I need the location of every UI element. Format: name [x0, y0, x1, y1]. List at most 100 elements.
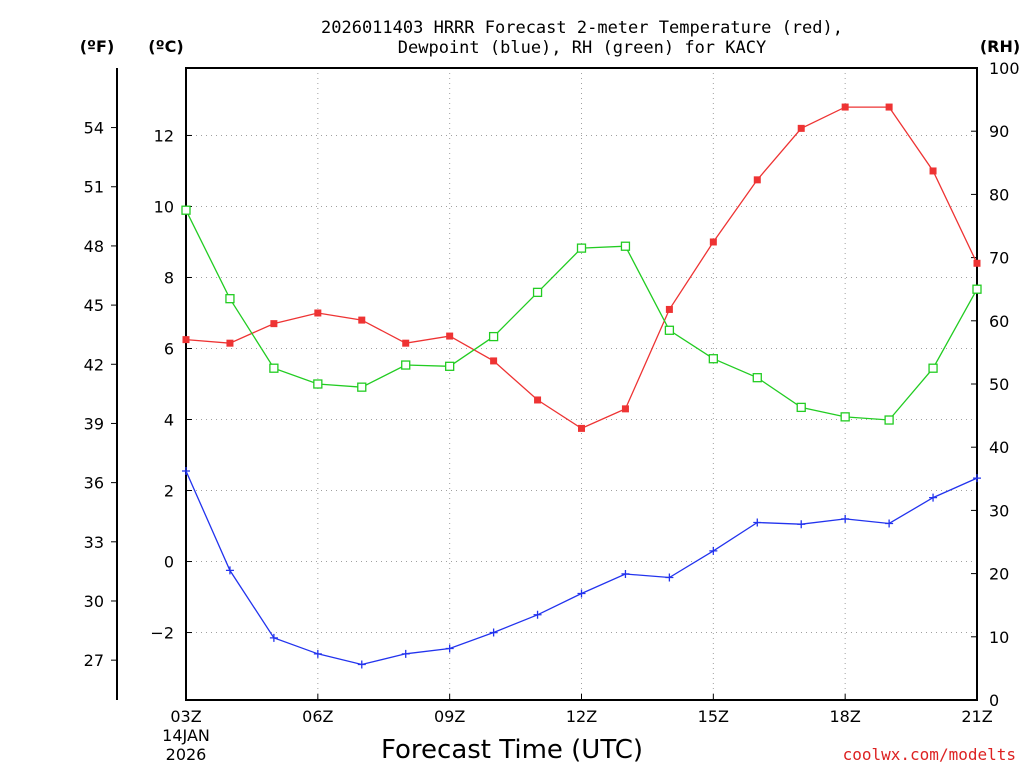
relative-humidity-point — [269, 363, 279, 373]
relative-humidity-point — [972, 284, 982, 294]
rh-tick-label: 10 — [989, 628, 1009, 647]
dewpoint-point — [577, 589, 586, 598]
relative-humidity-point — [181, 205, 191, 215]
temperature-point — [226, 339, 234, 347]
temperature-point — [358, 316, 366, 324]
dewpoint-point — [973, 474, 981, 483]
fahrenheit-tick-label: 48 — [84, 237, 104, 256]
tick-labels: 03Z 06Z 09Z 12Z 15Z 18Z 21Z121086420−254514845… — [84, 59, 1020, 726]
dewpoint-point — [665, 573, 674, 582]
celsius-tick-label: 12 — [154, 126, 174, 145]
dewpoint-point — [445, 644, 454, 653]
data-series — [181, 103, 982, 669]
dewpoint-point — [841, 514, 850, 523]
x-tick-label: 12Z — [566, 707, 597, 726]
dewpoint-point — [753, 518, 762, 527]
rh-tick-label: 20 — [989, 565, 1009, 584]
temperature-point — [534, 396, 542, 404]
dewpoint-point — [357, 660, 366, 669]
x-tick-label: 18Z — [830, 707, 861, 726]
relative-humidity-point — [664, 325, 675, 335]
credit-link[interactable]: coolwx.com/modelts — [843, 745, 1016, 764]
fahrenheit-tick-label: 51 — [84, 178, 104, 197]
fahrenheit-tick-label: 39 — [84, 414, 104, 433]
temperature-point — [621, 405, 629, 413]
temperature-point — [314, 309, 322, 317]
temperature-point — [709, 238, 717, 246]
dewpoint-point — [182, 466, 190, 475]
celsius-tick-label: 10 — [154, 197, 174, 216]
relative-humidity-point — [708, 354, 718, 364]
x-tick-label: 21Z — [961, 707, 992, 726]
fahrenheit-tick-label: 45 — [84, 296, 104, 315]
temperature-point — [578, 424, 585, 432]
x-tick-label: 06Z — [302, 707, 333, 726]
rh-unit-label: (RH) — [980, 37, 1020, 56]
celsius-tick-label: 4 — [164, 411, 174, 430]
relative-humidity-point — [928, 363, 938, 373]
temperature-point — [490, 357, 498, 365]
date-label-day: 14JAN — [162, 726, 210, 745]
dewpoint-point — [269, 633, 278, 642]
rh-tick-label: 90 — [989, 122, 1009, 141]
x-tick-label: 03Z — [170, 707, 201, 726]
rh-tick-label: 30 — [989, 501, 1009, 520]
fahrenheit-tick-label: 33 — [84, 533, 104, 552]
dewpoint-line — [185, 470, 978, 666]
chart-title-line2: Dewpoint (blue), RH (green) for KACY — [398, 38, 766, 58]
celsius-unit-label: (ºC) — [148, 37, 183, 56]
relative-humidity-point — [357, 382, 367, 392]
temperature-point — [973, 259, 981, 267]
grid-lines — [186, 68, 977, 700]
relative-humidity-point — [401, 360, 411, 370]
celsius-tick-label: 6 — [164, 339, 174, 358]
dewpoint-point — [401, 649, 410, 658]
dewpoint-point — [709, 546, 718, 555]
rh-tick-label: 60 — [989, 312, 1009, 331]
fahrenheit-tick-label: 36 — [84, 474, 104, 493]
temperature-point — [182, 336, 190, 344]
date-label-year: 2026 — [166, 745, 207, 764]
relative-humidity-point — [884, 415, 894, 425]
temperature-point — [402, 339, 410, 347]
dewpoint-point — [489, 628, 498, 637]
dewpoint-point — [225, 566, 234, 575]
relative-humidity-point — [752, 373, 762, 383]
x-axis-label: Forecast Time (UTC) — [381, 735, 643, 765]
temperature-point — [270, 320, 278, 328]
fahrenheit-tick-label: 27 — [84, 651, 104, 670]
temperature-point — [446, 332, 454, 340]
plot-frame — [185, 67, 978, 701]
fahrenheit-tick-label: 42 — [84, 355, 104, 374]
rh-tick-label: 50 — [989, 375, 1009, 394]
rh-tick-label: 0 — [989, 691, 999, 710]
rh-tick-label: 70 — [989, 249, 1009, 268]
relative-humidity-point — [620, 241, 631, 251]
dewpoint-point — [797, 520, 806, 529]
rh-tick-label: 100 — [989, 59, 1020, 78]
celsius-tick-label: 2 — [164, 482, 174, 501]
fahrenheit-tick-label: 30 — [84, 592, 104, 611]
relative-humidity-point — [840, 412, 850, 422]
rh-tick-label: 40 — [989, 438, 1009, 457]
dewpoint-point — [621, 569, 630, 578]
celsius-tick-label: 0 — [164, 553, 174, 572]
fahrenheit-tick-label: 54 — [84, 119, 104, 138]
celsius-tick-label: 8 — [164, 268, 174, 287]
chart-title-line1: 2026011403 HRRR Forecast 2-meter Tempera… — [321, 18, 843, 38]
relative-humidity-point — [225, 294, 235, 304]
relative-humidity-point — [313, 379, 323, 389]
fahrenheit-unit-label: (ºF) — [80, 37, 115, 56]
temperature-point — [665, 305, 673, 313]
temperature-point — [797, 124, 805, 132]
rh-tick-label: 80 — [989, 185, 1009, 204]
relative-humidity-point — [576, 243, 587, 253]
temperature-line — [185, 106, 978, 430]
dewpoint-point — [533, 610, 542, 619]
relative-humidity-point — [532, 287, 543, 298]
dewpoint-point — [313, 649, 322, 658]
temperature-point — [841, 103, 849, 111]
celsius-tick-label: −2 — [150, 624, 174, 643]
dewpoint-point — [885, 519, 894, 528]
temperature-point — [885, 103, 893, 111]
